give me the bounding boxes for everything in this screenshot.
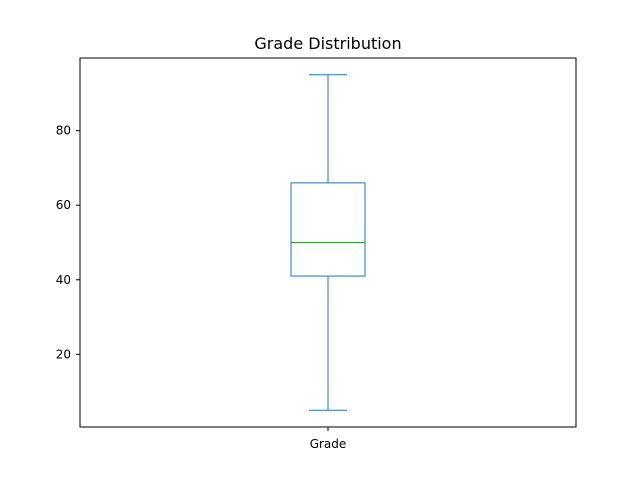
plot-area: 20 40 60 80 Grade bbox=[56, 57, 577, 451]
box-body bbox=[290, 182, 366, 277]
y-tick-label: 20 bbox=[56, 347, 71, 361]
y-tick-label: 80 bbox=[56, 124, 71, 138]
x-tick-label: Grade bbox=[310, 437, 347, 451]
chart-title: Grade Distribution bbox=[254, 34, 401, 53]
y-tick-label: 60 bbox=[56, 198, 71, 212]
y-tick-label: 40 bbox=[56, 273, 71, 287]
